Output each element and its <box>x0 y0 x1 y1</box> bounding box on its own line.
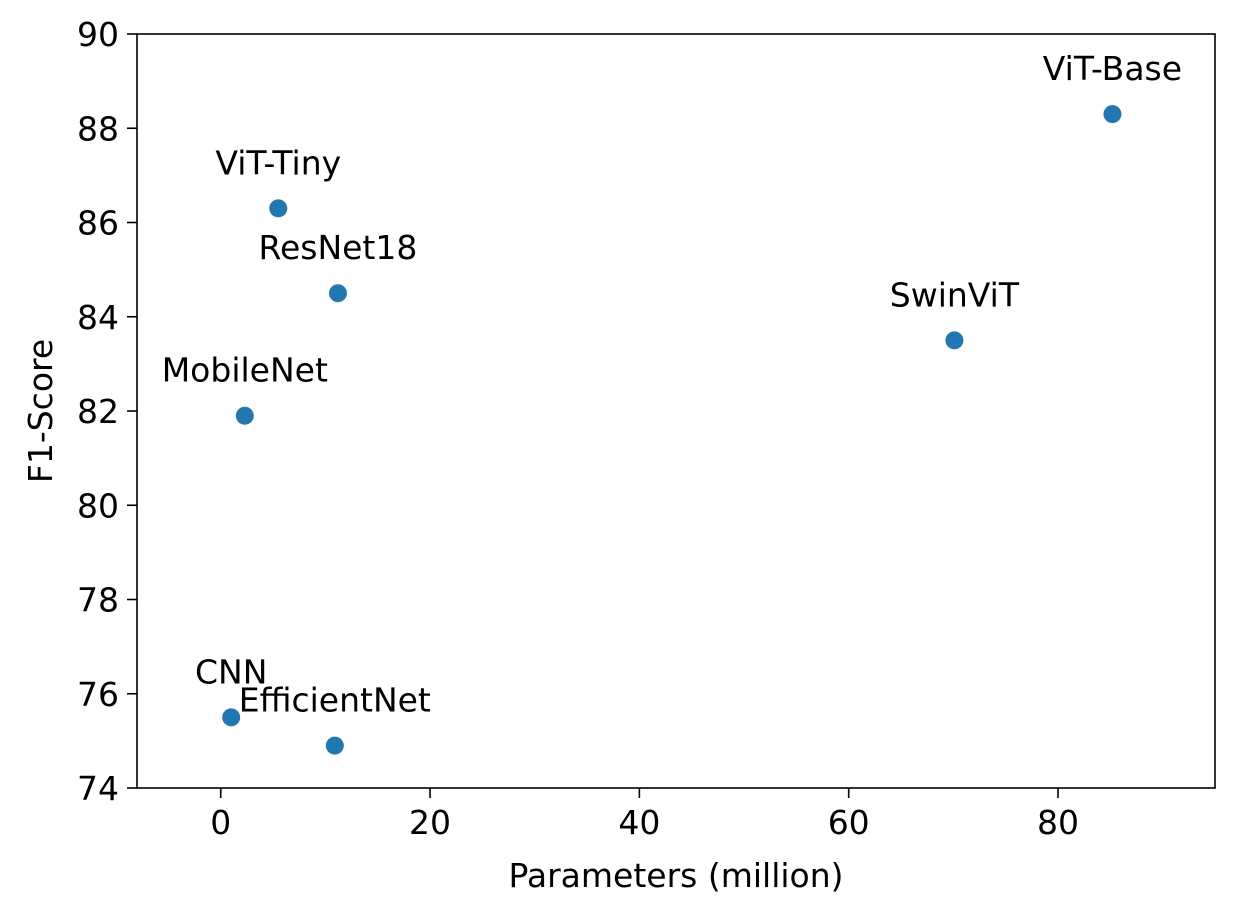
data-point-label: CNN <box>195 652 267 691</box>
data-point <box>222 708 241 727</box>
axes: 0 20 40 60 80 74 76 78 80 82 84 86 88 90 <box>77 15 1216 842</box>
data-point-label: SwinViT <box>890 275 1020 314</box>
data-point <box>328 284 347 303</box>
x-tick-label: 60 <box>828 803 870 842</box>
data-point-label: MobileNet <box>162 351 328 390</box>
y-tick-label: 78 <box>77 581 119 620</box>
x-tick-label: 20 <box>409 803 451 842</box>
y-tick-label: 80 <box>77 486 119 525</box>
y-axis-label: F1-Score <box>21 339 60 483</box>
data-point-label: ViT-Tiny <box>215 143 341 182</box>
y-tick-label: 76 <box>77 675 119 714</box>
x-tick-label: 40 <box>618 803 660 842</box>
x-axis-label: Parameters (million) <box>508 856 843 895</box>
data-point-label: EfficientNet <box>239 681 431 720</box>
y-tick-label: 86 <box>77 204 119 243</box>
data-point <box>945 331 964 350</box>
data-points <box>222 105 1122 755</box>
y-tick-label: 88 <box>77 109 119 148</box>
y-tick-label: 84 <box>77 298 119 337</box>
data-point <box>235 406 254 425</box>
data-point <box>325 736 344 755</box>
data-point-label: ResNet18 <box>259 228 418 267</box>
x-tick-label: 80 <box>1037 803 1079 842</box>
y-tick-label: 90 <box>77 15 119 54</box>
y-tick-label: 74 <box>77 769 119 808</box>
x-tick-label: 0 <box>210 803 231 842</box>
data-point <box>1103 105 1122 124</box>
data-point-label: ViT-Base <box>1043 49 1182 88</box>
y-tick-label: 82 <box>77 392 119 431</box>
data-point <box>269 199 288 218</box>
